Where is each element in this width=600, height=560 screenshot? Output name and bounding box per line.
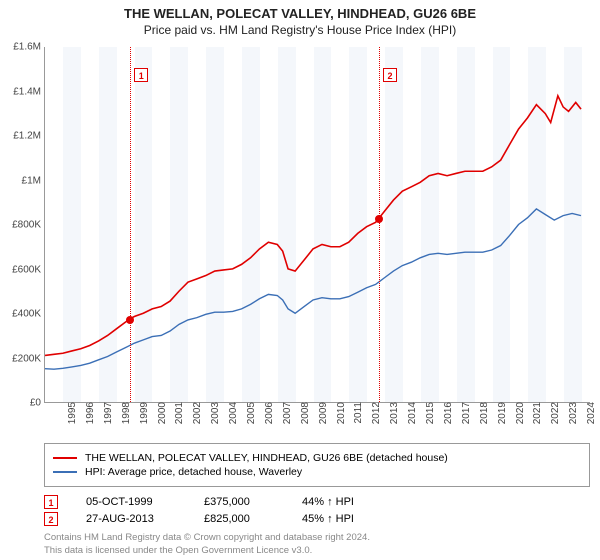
sale-date: 27-AUG-2013 (86, 513, 176, 525)
chart-subtitle: Price paid vs. HM Land Registry's House … (0, 23, 600, 37)
footer-attribution: Contains HM Land Registry data © Crown c… (44, 532, 590, 558)
series-line-property (45, 96, 581, 356)
sale-marker-badge: 1 (134, 68, 148, 82)
sale-badge: 2 (44, 512, 58, 526)
sale-marker-line (379, 47, 380, 402)
table-row: 2 27-AUG-2013 £825,000 45% ↑ HPI (44, 512, 590, 526)
sale-pct: 44% ↑ HPI (302, 496, 392, 508)
legend-label: HPI: Average price, detached house, Wave… (85, 466, 302, 478)
sale-pct: 45% ↑ HPI (302, 513, 392, 525)
y-tick-label: £1.2M (13, 131, 45, 142)
sale-price: £825,000 (204, 513, 274, 525)
y-tick-label: £600K (12, 264, 45, 275)
legend-item-property: THE WELLAN, POLECAT VALLEY, HINDHEAD, GU… (53, 452, 581, 464)
y-tick-label: £1M (22, 175, 45, 186)
sale-price: £375,000 (204, 496, 274, 508)
sale-marker-badge: 2 (383, 68, 397, 82)
footer-line: This data is licensed under the Open Gov… (44, 545, 590, 558)
sale-marker-line (130, 47, 131, 402)
y-tick-label: £1.6M (13, 42, 45, 53)
legend-item-hpi: HPI: Average price, detached house, Wave… (53, 466, 581, 478)
legend-swatch (53, 471, 77, 473)
chart-title: THE WELLAN, POLECAT VALLEY, HINDHEAD, GU… (0, 6, 600, 21)
y-tick-label: £1.4M (13, 86, 45, 97)
chart-plot-area: 1995199619971998199920002001200220032004… (44, 47, 590, 403)
legend: THE WELLAN, POLECAT VALLEY, HINDHEAD, GU… (44, 443, 590, 487)
footer-line: Contains HM Land Registry data © Crown c… (44, 532, 590, 545)
sale-point (375, 215, 383, 223)
x-tick-label: 2025 (574, 402, 600, 424)
table-row: 1 05-OCT-1999 £375,000 44% ↑ HPI (44, 495, 590, 509)
y-tick-label: £0 (30, 398, 45, 409)
y-tick-label: £400K (12, 309, 45, 320)
legend-label: THE WELLAN, POLECAT VALLEY, HINDHEAD, GU… (85, 452, 448, 464)
sale-date: 05-OCT-1999 (86, 496, 176, 508)
sale-point (126, 316, 134, 324)
sales-table: 1 05-OCT-1999 £375,000 44% ↑ HPI 2 27-AU… (44, 495, 590, 526)
sale-badge: 1 (44, 495, 58, 509)
legend-swatch (53, 457, 77, 459)
y-tick-label: £200K (12, 353, 45, 364)
y-tick-label: £800K (12, 220, 45, 231)
series-line-hpi (45, 209, 581, 369)
chart-title-block: THE WELLAN, POLECAT VALLEY, HINDHEAD, GU… (0, 0, 600, 41)
